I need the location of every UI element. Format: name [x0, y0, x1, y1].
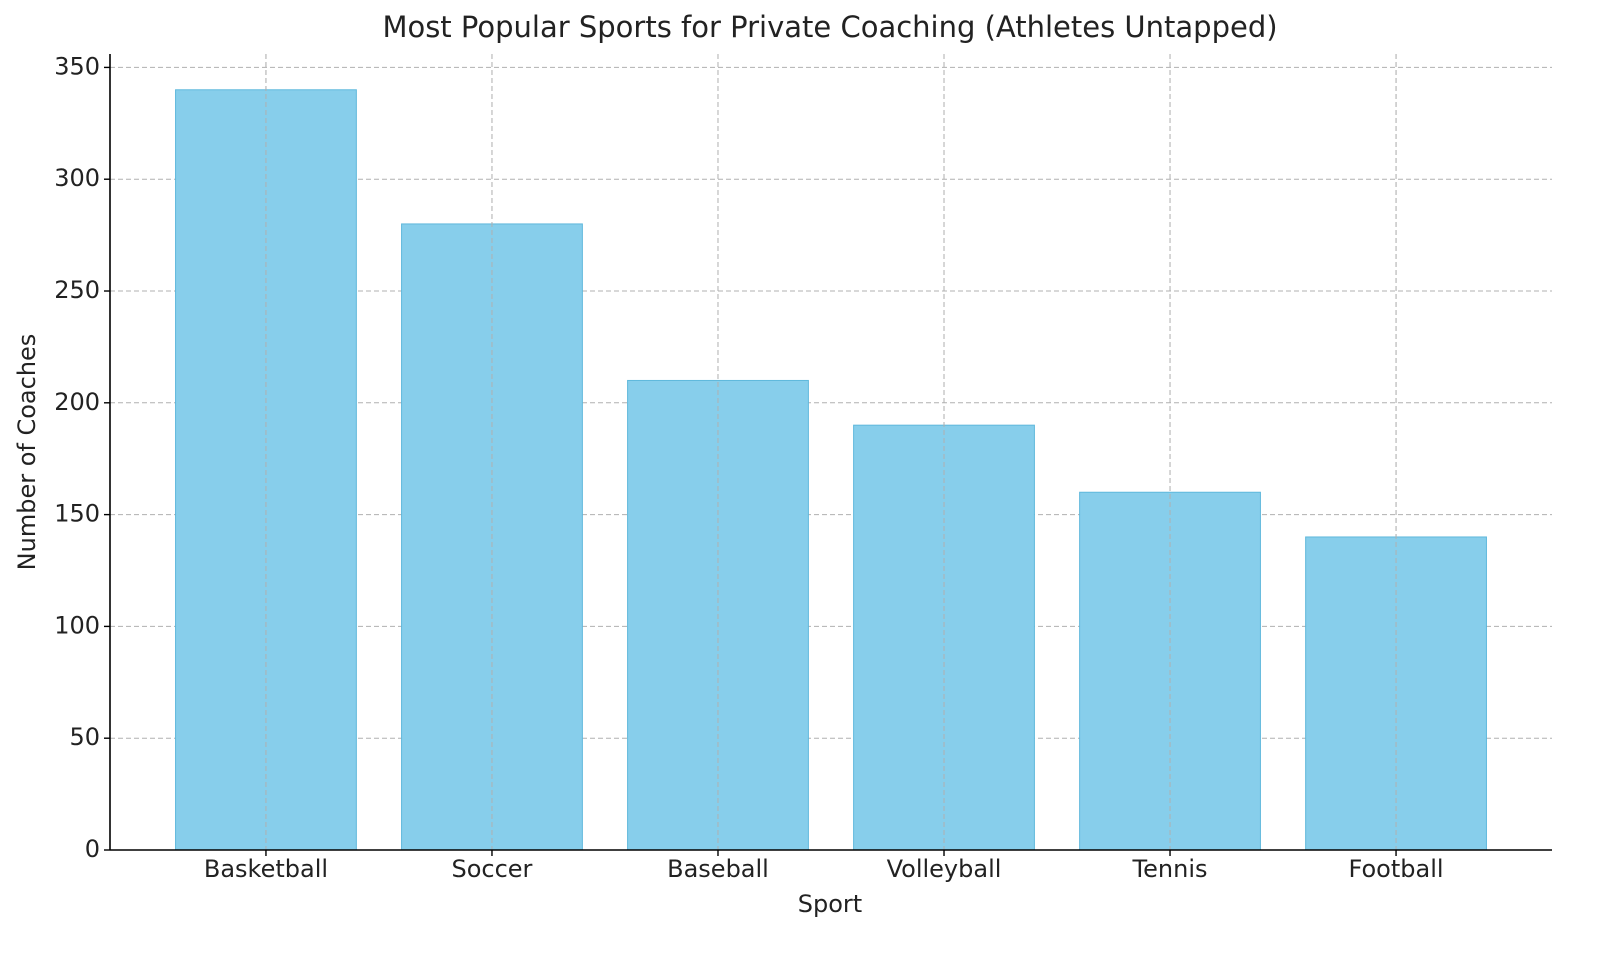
x-tick-label: Volleyball	[887, 855, 1002, 883]
x-axis-label: Sport	[798, 890, 862, 918]
y-tick-label: 250	[54, 276, 100, 304]
x-tick-label: Soccer	[451, 855, 532, 883]
chart-title: Most Popular Sports for Private Coaching…	[382, 10, 1277, 44]
x-tick-label: Basketball	[204, 855, 328, 883]
y-tick-label: 50	[69, 723, 100, 751]
y-tick-label: 300	[54, 164, 100, 192]
y-tick-label: 350	[54, 52, 100, 80]
y-tick-label: 200	[54, 388, 100, 416]
x-tick-label: Tennis	[1132, 855, 1208, 883]
y-axis-label: Number of Coaches	[13, 334, 41, 571]
bar	[1305, 536, 1487, 851]
y-tick-label: 0	[85, 835, 100, 863]
x-tick-label: Football	[1349, 855, 1444, 883]
y-tick-label: 100	[54, 611, 100, 639]
y-tick-label: 150	[54, 500, 100, 528]
x-tick-label: Baseball	[667, 855, 769, 883]
